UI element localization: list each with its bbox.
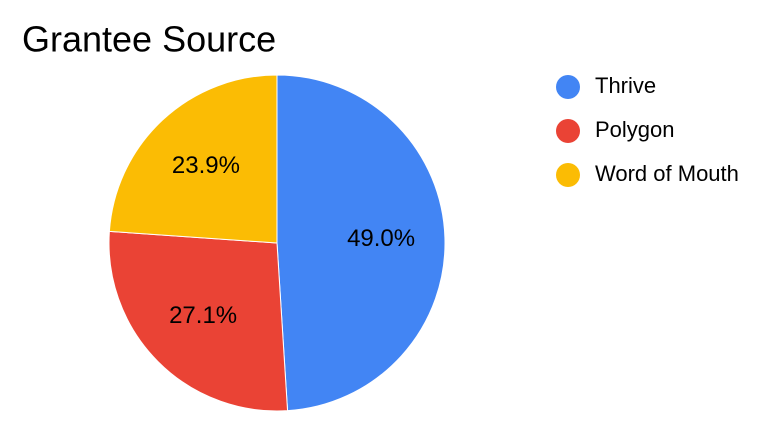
- slice-label: 23.9%: [172, 152, 240, 179]
- legend-swatch: [556, 119, 580, 143]
- pie-slice: [108, 74, 278, 244]
- pie-slice: [108, 230, 289, 412]
- legend-label: Word of Mouth: [595, 161, 739, 186]
- slice-label: 49.0%: [347, 225, 415, 252]
- pie-slice: [276, 74, 446, 412]
- legend-label: Thrive: [595, 73, 656, 98]
- legend-label: Polygon: [595, 117, 675, 142]
- legend-swatch: [556, 75, 580, 99]
- slice-label: 27.1%: [169, 302, 237, 329]
- chart-title: Grantee Source: [22, 19, 276, 60]
- legend-swatch: [556, 163, 580, 187]
